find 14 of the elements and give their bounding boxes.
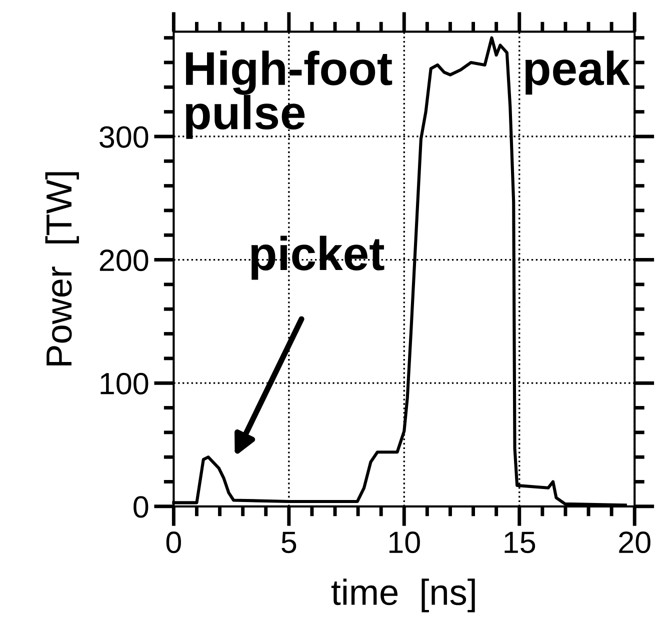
x-tick-label: 20 [619, 532, 650, 554]
annotation: High-foot pulse [186, 50, 392, 139]
y-tick-label: 0 [134, 496, 148, 518]
x-tick-label: 10 [389, 532, 420, 554]
y-tick-label: 300 [100, 126, 148, 148]
y-axis-title: Power [TW] [45, 172, 79, 366]
y-tick-label: 100 [100, 372, 148, 394]
y-tick-label: 200 [100, 250, 148, 272]
x-tick-label: 0 [166, 532, 181, 554]
x-tick-label: 5 [282, 532, 296, 554]
x-tick-label: 15 [504, 532, 536, 554]
annotation: picket [251, 236, 384, 280]
annotation: peak [525, 50, 630, 95]
x-axis-title: time [ns] [331, 578, 475, 612]
